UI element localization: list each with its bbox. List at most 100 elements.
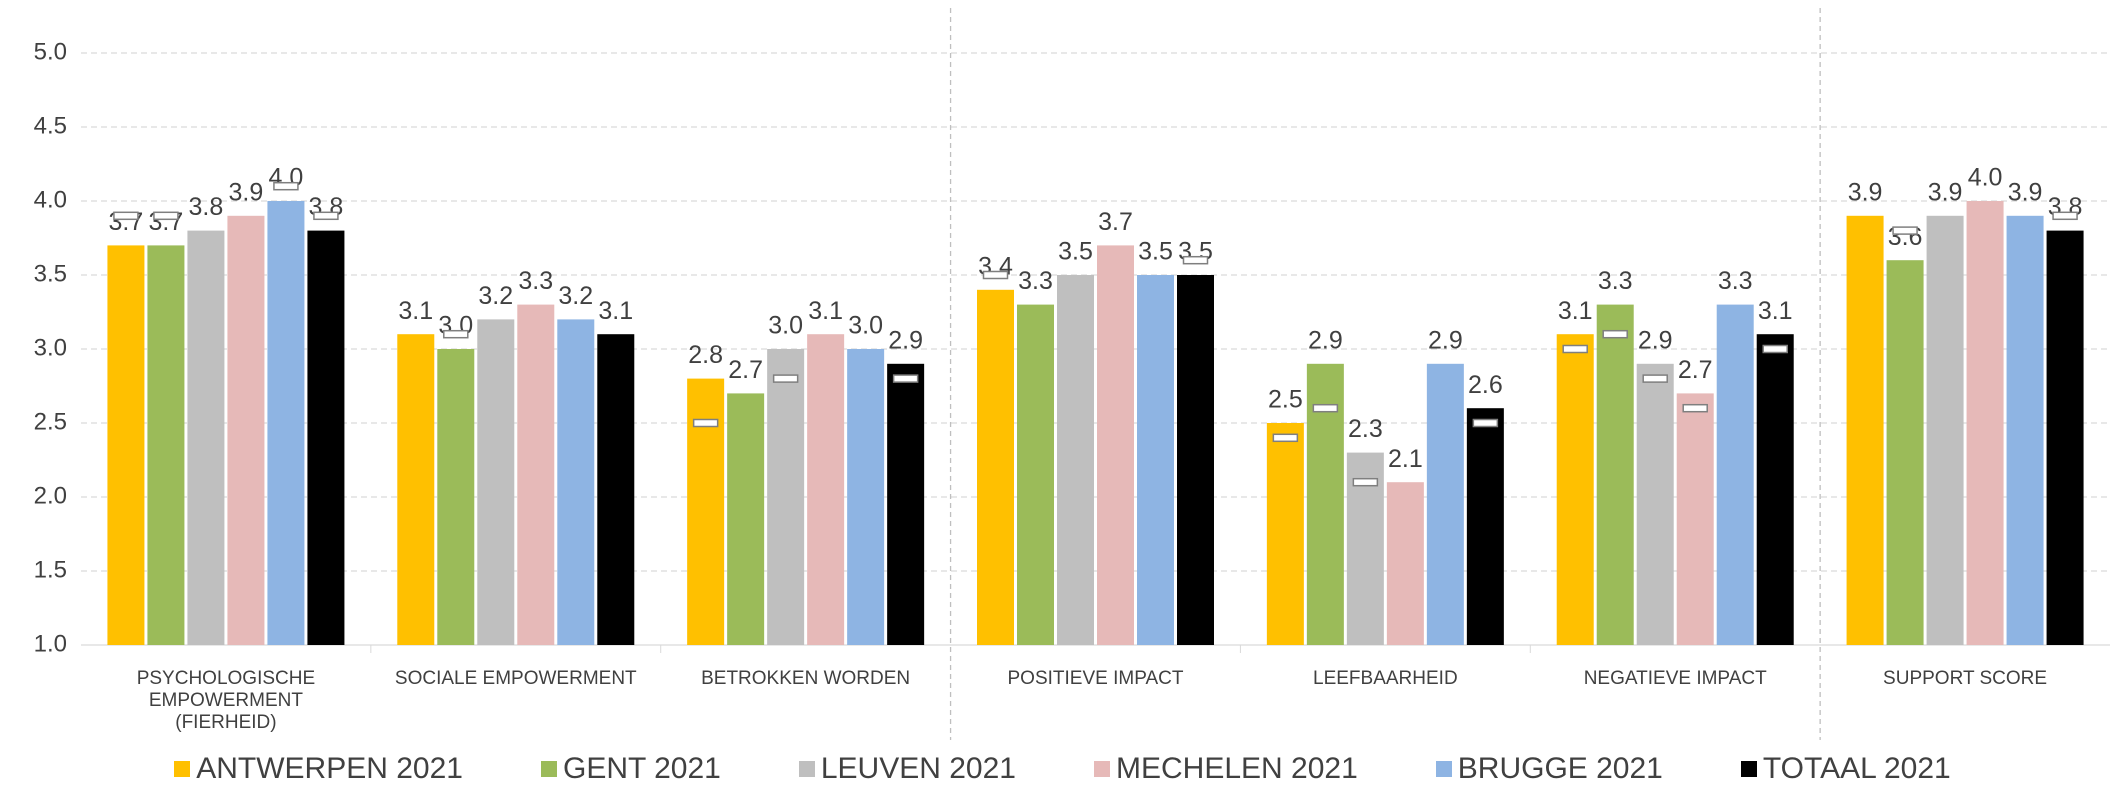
legend-item: BRUGGE 2021 bbox=[1435, 752, 1663, 786]
data-label: 2.6 bbox=[1468, 371, 1503, 399]
data-label: 2.8 bbox=[688, 341, 723, 369]
reference-marker bbox=[1602, 329, 1628, 339]
data-label: 3.5 bbox=[1138, 238, 1173, 266]
data-label: 3.5 bbox=[1058, 238, 1093, 266]
data-label: 2.7 bbox=[1678, 356, 1713, 384]
bar bbox=[1966, 201, 2004, 645]
data-label: 2.9 bbox=[1428, 326, 1463, 354]
data-label: 3.7 bbox=[1098, 208, 1133, 236]
data-label: 3.9 bbox=[1928, 178, 1963, 206]
bar bbox=[147, 245, 185, 645]
reference-marker bbox=[443, 329, 469, 339]
legend-item: LEUVEN 2021 bbox=[798, 752, 1016, 786]
data-label: 3.1 bbox=[398, 297, 433, 325]
bar bbox=[977, 289, 1014, 645]
data-label: 3.3 bbox=[1718, 267, 1753, 295]
bar bbox=[1017, 304, 1054, 645]
bar bbox=[1596, 304, 1634, 645]
bar bbox=[477, 319, 515, 645]
data-label: 3.3 bbox=[1018, 267, 1053, 295]
y-tick-label: 2.0 bbox=[34, 482, 67, 509]
reference-marker bbox=[1562, 344, 1588, 354]
reference-marker bbox=[1182, 255, 1209, 265]
data-label: 3.3 bbox=[518, 267, 553, 295]
data-label: 2.9 bbox=[888, 326, 923, 354]
reference-marker bbox=[1642, 374, 1668, 383]
legend-item: TOTAAL 2021 bbox=[1740, 752, 1951, 786]
x-tick-label: PSYCHOLOGISCHE EMPOWERMENT (FIERHEID) bbox=[136, 668, 316, 733]
bar bbox=[2046, 230, 2084, 645]
bar bbox=[727, 393, 765, 645]
bar bbox=[187, 230, 225, 645]
bar bbox=[1137, 275, 1174, 645]
bar bbox=[307, 230, 345, 645]
bar bbox=[1386, 482, 1424, 645]
bar bbox=[517, 304, 555, 645]
bar bbox=[437, 349, 475, 645]
legend-swatch bbox=[798, 761, 815, 777]
legend-swatch bbox=[1093, 761, 1110, 777]
legend-item: ANTWERPEN 2021 bbox=[174, 752, 463, 786]
bar bbox=[557, 319, 595, 645]
legend-label: GENT 2021 bbox=[562, 752, 721, 785]
data-label: 3.9 bbox=[1848, 178, 1883, 206]
bar bbox=[1556, 334, 1594, 645]
y-tick-label: 3.0 bbox=[34, 334, 67, 361]
bar bbox=[1846, 215, 1884, 646]
y-tick-label: 3.5 bbox=[34, 260, 67, 287]
bar bbox=[267, 201, 305, 645]
reference-marker bbox=[2052, 211, 2078, 221]
data-label: 3.9 bbox=[2008, 178, 2043, 206]
bar bbox=[1426, 363, 1464, 645]
data-label: 4.0 bbox=[1968, 164, 2003, 192]
data-label: 3.1 bbox=[1758, 297, 1793, 325]
data-label: 3.1 bbox=[1558, 297, 1593, 325]
legend-swatch bbox=[1740, 761, 1757, 777]
reference-marker bbox=[1892, 226, 1918, 235]
x-tick-label: BETROKKEN WORDEN bbox=[701, 668, 911, 689]
x-tick-label: SUPPORT SCORE bbox=[1883, 668, 2048, 689]
reference-marker bbox=[113, 211, 139, 221]
data-label: 3.2 bbox=[478, 282, 513, 310]
reference-marker bbox=[692, 418, 719, 428]
reference-marker bbox=[1352, 477, 1379, 487]
bar bbox=[767, 349, 805, 645]
bar bbox=[1756, 334, 1794, 645]
reference-marker bbox=[1682, 403, 1708, 413]
legend-label: LEUVEN 2021 bbox=[820, 752, 1016, 785]
reference-marker bbox=[1272, 433, 1299, 443]
bar bbox=[1636, 363, 1674, 645]
reference-marker bbox=[1472, 418, 1499, 428]
bar bbox=[597, 334, 635, 645]
data-label: 2.7 bbox=[728, 356, 763, 384]
legend-label: TOTAAL 2021 bbox=[1762, 752, 1951, 785]
bar bbox=[1926, 215, 1964, 646]
data-label: 3.1 bbox=[808, 297, 843, 325]
data-label: 2.5 bbox=[1268, 386, 1303, 414]
y-tick-label: 4.5 bbox=[34, 112, 67, 139]
bar bbox=[807, 334, 845, 645]
bar bbox=[1716, 304, 1754, 645]
reference-marker bbox=[892, 374, 919, 383]
bar bbox=[687, 378, 725, 645]
reference-marker bbox=[273, 181, 299, 191]
bar bbox=[1266, 423, 1304, 645]
legend-swatch bbox=[540, 761, 557, 777]
legend-swatch bbox=[1435, 761, 1452, 777]
data-label: 3.3 bbox=[1598, 267, 1633, 295]
data-label: 3.0 bbox=[768, 312, 803, 340]
reference-marker bbox=[153, 211, 179, 221]
data-label: 3.0 bbox=[848, 312, 883, 340]
legend: ANTWERPEN 2021 GENT 2021 LEUVEN 2021 MECHEL… bbox=[0, 752, 2125, 786]
data-label: 2.1 bbox=[1388, 445, 1423, 473]
data-label: 3.9 bbox=[229, 178, 264, 206]
data-label: 2.3 bbox=[1348, 415, 1383, 443]
y-tick-label: 4.0 bbox=[34, 186, 67, 213]
reference-marker bbox=[982, 270, 1009, 280]
legend-label: ANTWERPEN 2021 bbox=[196, 752, 463, 785]
bar bbox=[847, 349, 885, 645]
data-label: 3.1 bbox=[598, 297, 633, 325]
bar bbox=[397, 334, 435, 645]
data-label: 3.2 bbox=[558, 282, 593, 310]
